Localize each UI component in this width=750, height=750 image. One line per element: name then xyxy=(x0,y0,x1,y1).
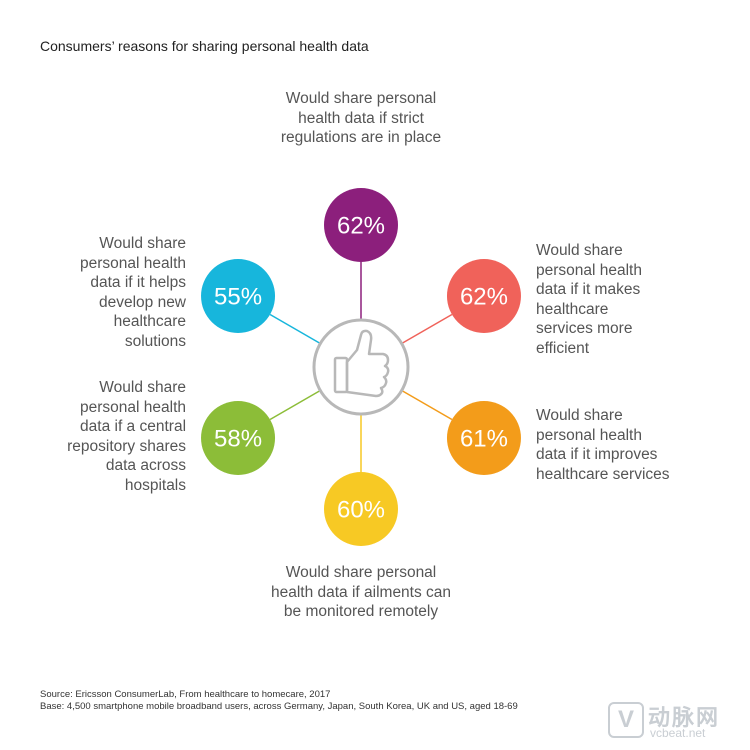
watermark-text: 动脉网 xyxy=(648,705,721,730)
label-line: services more xyxy=(535,320,633,337)
bubble-value-label: 55% xyxy=(214,284,262,311)
label-line: efficient xyxy=(535,339,590,357)
label-line: data if it makes xyxy=(535,281,641,298)
label-line: regulations are in place xyxy=(280,129,442,146)
label-line: Would share personal xyxy=(285,564,437,581)
bubble-value-label: 58% xyxy=(214,426,262,453)
label-line: health data if strict xyxy=(298,109,424,127)
thumbs-up-icon xyxy=(333,329,390,398)
label-line: healthcare xyxy=(535,300,609,318)
label-line: repository shares xyxy=(67,437,187,455)
value-bubble xyxy=(201,401,276,475)
label-line: personal health xyxy=(80,254,187,272)
label-line: hospitals xyxy=(124,476,187,494)
bubble-description: Would share personal health data if it imp… xyxy=(536,406,696,484)
label-line: Would share xyxy=(535,407,623,424)
bubble-description: Would share personal health data if ailme… xyxy=(241,563,481,622)
label-line: Would share xyxy=(535,242,623,259)
spoke-line xyxy=(401,389,453,421)
value-bubble xyxy=(324,188,398,262)
value-bubble xyxy=(201,259,276,333)
label-line: health data if ailments can xyxy=(270,583,452,601)
label-line: develop new xyxy=(98,293,187,311)
bubble-value-label: 61% xyxy=(460,426,508,453)
base-note: Base: 4,500 smartphone mobile broadband … xyxy=(40,701,518,712)
value-bubble xyxy=(446,259,521,333)
label-line: Would share personal xyxy=(285,90,437,107)
bubble-description: Would share personal health data if it hel… xyxy=(26,234,186,351)
chart-title: Consumers’ reasons for sharing personal … xyxy=(40,38,369,54)
watermark-url: vcbeat.net xyxy=(650,726,706,740)
label-line: data if a central xyxy=(80,418,187,435)
label-line: Would share xyxy=(99,379,187,396)
label-line: data if it improves xyxy=(535,446,658,463)
spoke-line xyxy=(401,313,453,345)
source-note: Source: Ericsson ConsumerLab, From healt… xyxy=(40,689,331,700)
bubbles: 62% 62% 61% 60% 58% 55% xyxy=(201,188,521,546)
bubble-value-label: 62% xyxy=(337,213,385,240)
bubble-value-label: 62% xyxy=(460,284,508,311)
bubble-description: Would share personal health data if a cent… xyxy=(26,378,186,495)
label-line: Would share xyxy=(99,235,187,252)
value-bubble xyxy=(324,472,398,546)
spoke-line xyxy=(269,389,321,421)
label-line: solutions xyxy=(124,332,187,350)
label-line: personal health xyxy=(535,426,642,444)
label-line: personal health xyxy=(535,261,642,279)
spoke-line xyxy=(269,313,321,345)
watermark-box: V xyxy=(608,702,644,738)
center-circle xyxy=(312,318,410,416)
label-line: data across xyxy=(105,457,187,474)
label-line: healthcare services xyxy=(535,465,670,483)
footer: Source: Ericsson ConsumerLab, From healt… xyxy=(40,689,518,713)
label-line: be monitored remotely xyxy=(283,603,439,620)
spokes xyxy=(269,262,453,472)
value-bubble xyxy=(446,401,521,475)
center-hub xyxy=(312,318,410,416)
bubble-description: Would share personal health data if it mak… xyxy=(536,241,696,358)
bubble-value-label: 60% xyxy=(337,497,385,524)
label-line: personal health xyxy=(80,398,187,416)
label-line: data if it helps xyxy=(90,274,187,291)
bubble-description: Would share personal health data if stric… xyxy=(251,89,471,148)
label-line: healthcare xyxy=(113,313,187,330)
watermark-logo: V 动脉网 vcbeat.net xyxy=(608,700,743,742)
